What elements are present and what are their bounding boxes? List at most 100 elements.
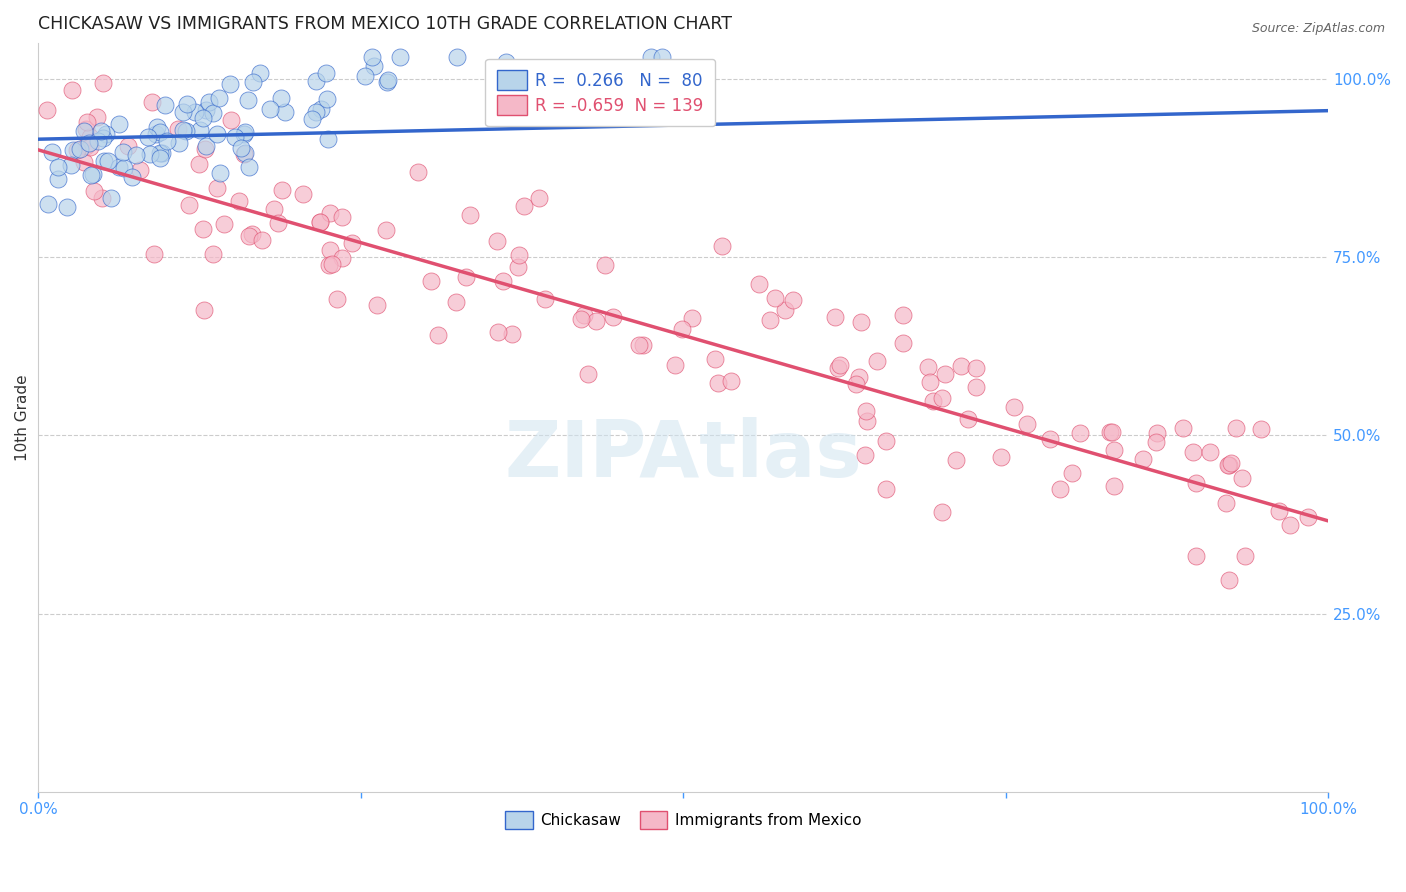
Point bbox=[60, 83, 83, 97]
Point bbox=[233, 128, 256, 142]
Point bbox=[1144, 434, 1167, 449]
Point bbox=[773, 303, 796, 318]
Point bbox=[706, 376, 728, 391]
Point bbox=[704, 351, 727, 366]
Point bbox=[389, 50, 412, 64]
Point bbox=[179, 197, 201, 211]
Point bbox=[456, 270, 478, 285]
Point bbox=[205, 181, 228, 195]
Point bbox=[305, 104, 328, 119]
Point bbox=[155, 98, 177, 112]
Point bbox=[917, 359, 939, 374]
Point bbox=[194, 138, 217, 153]
Point bbox=[100, 191, 122, 205]
Point bbox=[315, 65, 337, 79]
Point bbox=[202, 247, 225, 261]
Point bbox=[748, 277, 770, 292]
Point bbox=[62, 143, 84, 157]
Point bbox=[250, 234, 273, 248]
Point bbox=[501, 326, 523, 341]
Point bbox=[569, 312, 592, 326]
Point bbox=[219, 77, 242, 91]
Point bbox=[1049, 482, 1071, 496]
Point bbox=[866, 354, 889, 368]
Point bbox=[534, 293, 557, 307]
Point bbox=[176, 97, 198, 112]
Point bbox=[93, 154, 115, 169]
Point bbox=[931, 392, 953, 406]
Point bbox=[259, 102, 281, 116]
Point bbox=[1218, 458, 1240, 473]
Point bbox=[1060, 466, 1083, 480]
Legend: Chickasaw, Immigrants from Mexico: Chickasaw, Immigrants from Mexico bbox=[498, 804, 869, 837]
Point bbox=[375, 75, 398, 89]
Point bbox=[508, 260, 530, 274]
Point bbox=[495, 55, 517, 70]
Point bbox=[46, 171, 69, 186]
Point bbox=[446, 50, 468, 64]
Point bbox=[263, 202, 285, 216]
Point bbox=[188, 157, 211, 171]
Point bbox=[91, 130, 114, 145]
Point bbox=[891, 335, 914, 350]
Point bbox=[125, 148, 148, 162]
Text: Source: ZipAtlas.com: Source: ZipAtlas.com bbox=[1251, 22, 1385, 36]
Point bbox=[782, 293, 804, 307]
Point bbox=[824, 310, 846, 325]
Point bbox=[316, 132, 339, 146]
Point bbox=[354, 69, 377, 83]
Point bbox=[1171, 420, 1194, 434]
Point bbox=[855, 414, 877, 428]
Point bbox=[1215, 496, 1237, 510]
Point bbox=[681, 310, 703, 325]
Point bbox=[191, 222, 214, 236]
Point bbox=[875, 482, 897, 496]
Point bbox=[330, 211, 353, 225]
Point bbox=[375, 223, 398, 237]
Point bbox=[492, 274, 515, 288]
Point bbox=[651, 50, 673, 64]
Point bbox=[174, 124, 197, 138]
Point bbox=[108, 160, 131, 174]
Point bbox=[93, 76, 115, 90]
Point bbox=[59, 158, 82, 172]
Point bbox=[664, 358, 686, 372]
Point bbox=[236, 93, 259, 107]
Point bbox=[377, 73, 399, 87]
Point bbox=[233, 125, 256, 139]
Point bbox=[87, 134, 110, 148]
Point bbox=[150, 145, 173, 160]
Point bbox=[508, 248, 530, 262]
Point bbox=[956, 412, 979, 426]
Point bbox=[633, 337, 655, 351]
Point bbox=[108, 117, 131, 131]
Point bbox=[720, 374, 742, 388]
Point bbox=[141, 95, 163, 109]
Point bbox=[188, 123, 211, 137]
Point bbox=[291, 187, 314, 202]
Point bbox=[875, 434, 897, 448]
Point bbox=[891, 308, 914, 322]
Point bbox=[73, 124, 96, 138]
Point bbox=[233, 145, 256, 160]
Point bbox=[193, 303, 215, 318]
Point bbox=[1279, 517, 1302, 532]
Point bbox=[117, 138, 139, 153]
Point bbox=[90, 191, 112, 205]
Point bbox=[1216, 458, 1239, 472]
Point bbox=[86, 110, 108, 124]
Point bbox=[758, 312, 780, 326]
Point bbox=[46, 160, 69, 174]
Point bbox=[512, 199, 534, 213]
Point bbox=[1015, 417, 1038, 431]
Point bbox=[66, 143, 89, 157]
Point bbox=[340, 236, 363, 251]
Point bbox=[1104, 479, 1126, 493]
Point bbox=[990, 450, 1012, 464]
Point bbox=[305, 74, 328, 88]
Point bbox=[136, 130, 159, 145]
Point bbox=[76, 115, 98, 129]
Point bbox=[308, 215, 330, 229]
Point bbox=[224, 129, 246, 144]
Point bbox=[458, 208, 481, 222]
